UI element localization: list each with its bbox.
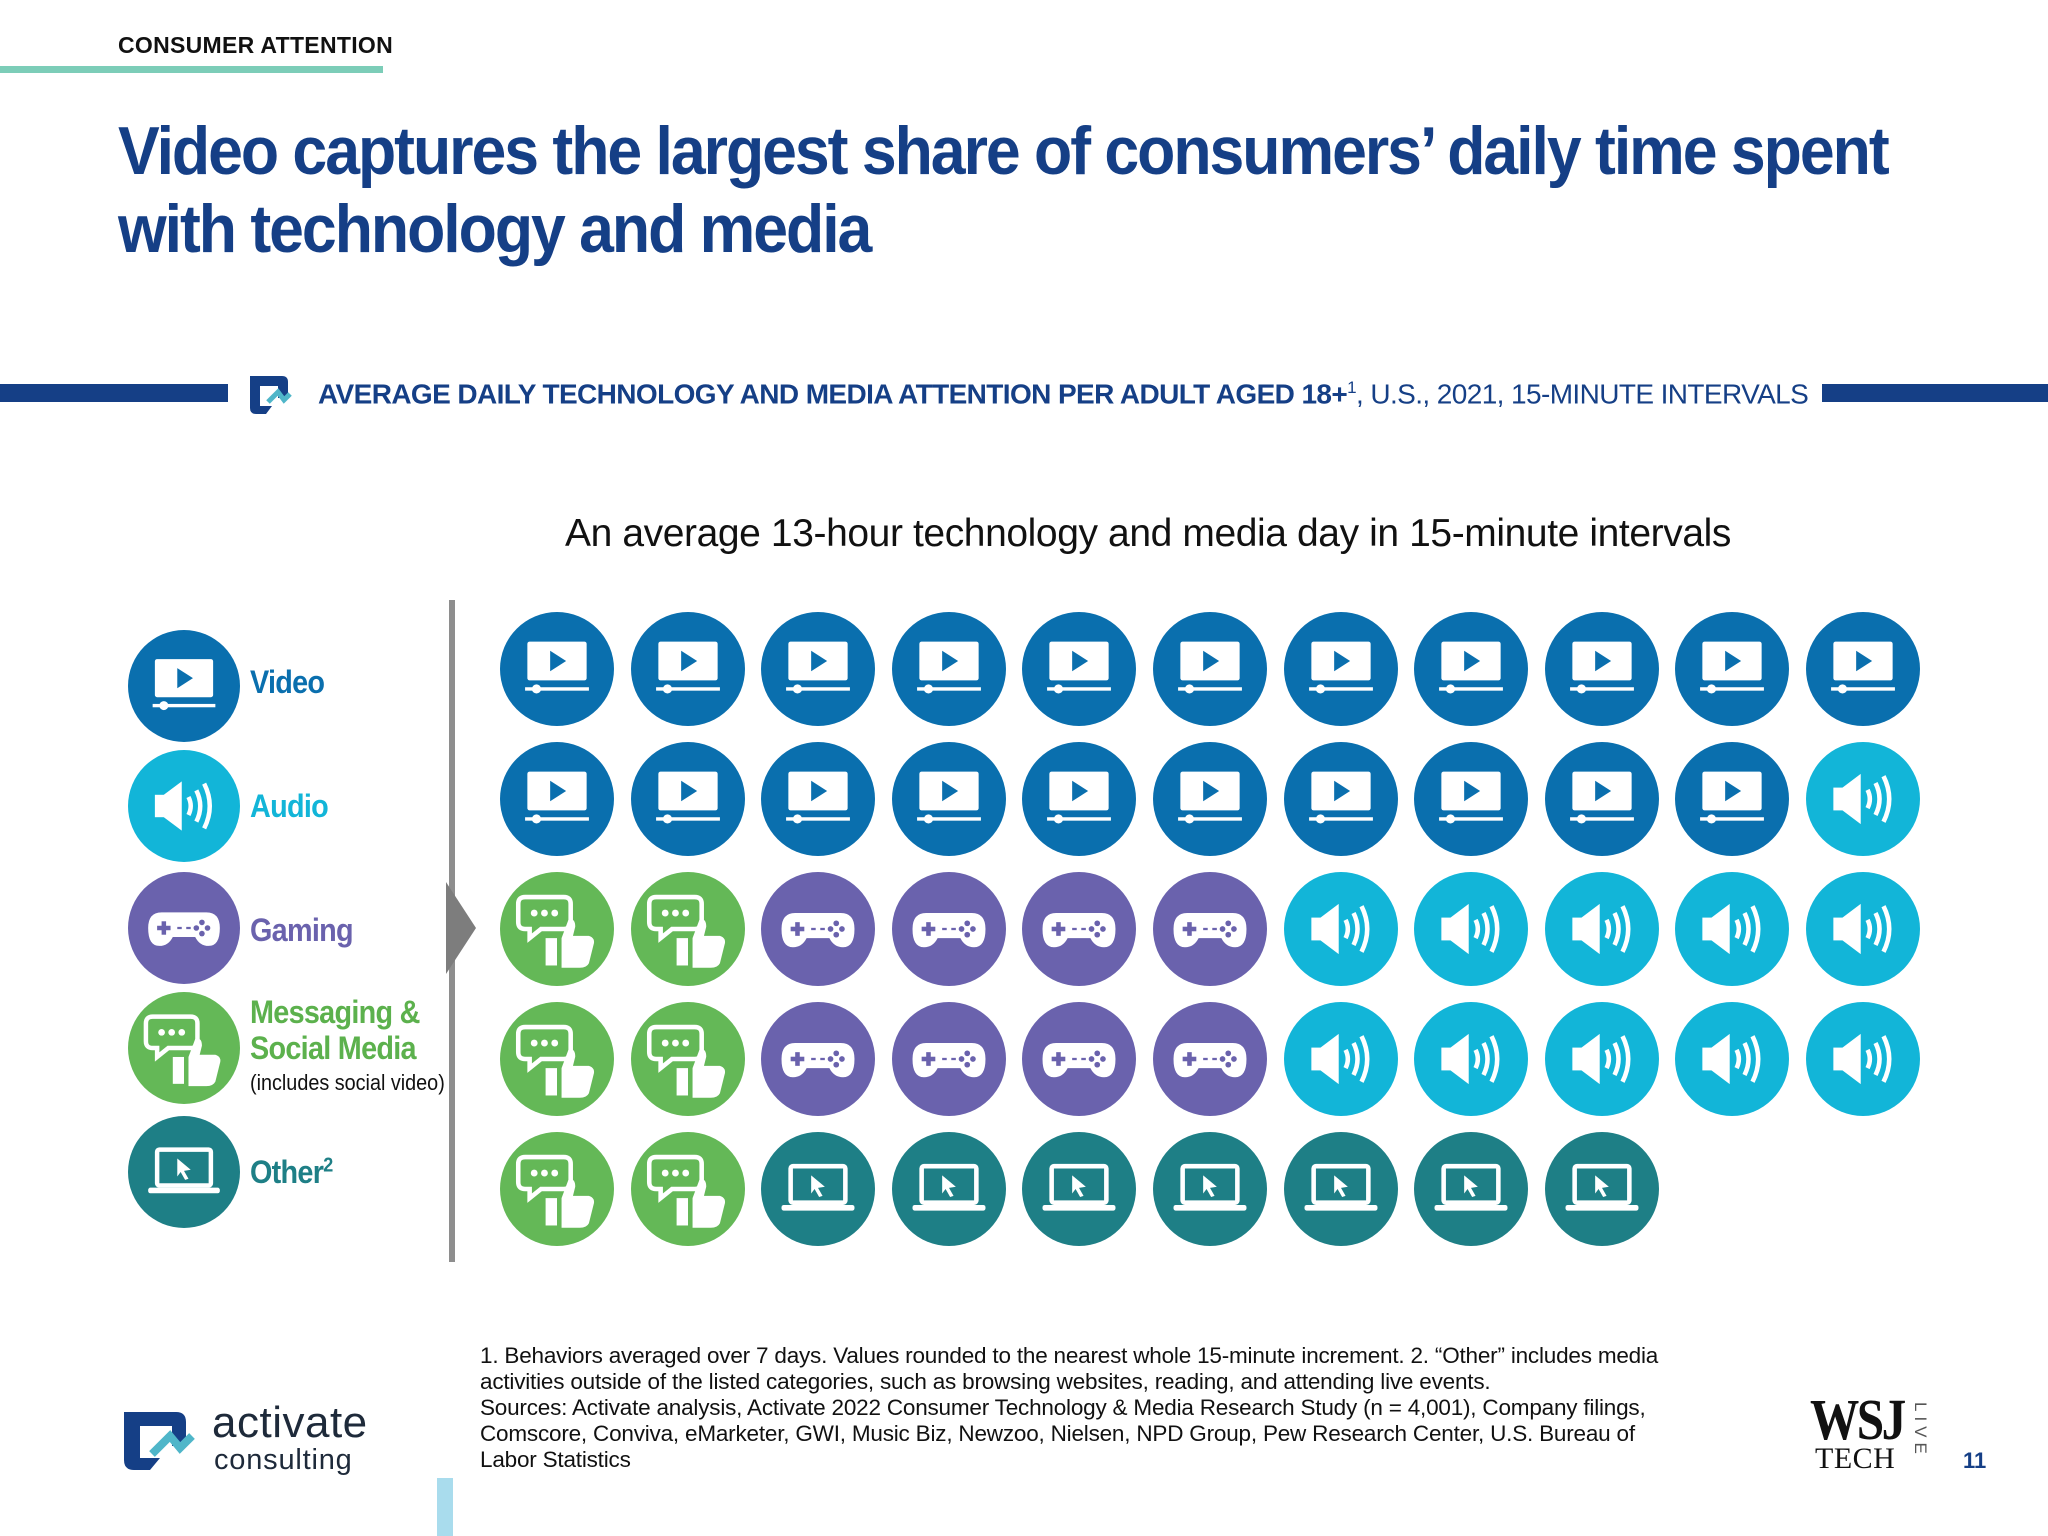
legend-label-social-1: Messaging & <box>250 994 420 1030</box>
interval-dot-audio <box>1675 872 1790 986</box>
bottom-accent-bar <box>437 1478 453 1536</box>
interval-dot-video <box>630 742 745 856</box>
legend-other-circle <box>128 1116 240 1228</box>
legend-label-audio: Audio <box>250 788 329 824</box>
interval-dot-other <box>1153 1132 1267 1246</box>
legend-gaming-circle <box>128 872 240 984</box>
legend-other-footnote-mark: 2 <box>323 1154 333 1177</box>
interval-dot-audio <box>1806 872 1920 986</box>
legend-label-social-2: Social Media <box>250 1030 417 1066</box>
interval-dot-gaming <box>761 872 876 986</box>
interval-dot-audio <box>1675 1002 1790 1116</box>
interval-dot-other <box>1022 1132 1137 1246</box>
interval-dot-gaming <box>1153 1002 1267 1116</box>
legend-label-video: Video <box>250 664 325 700</box>
interval-dot-video <box>1283 612 1398 726</box>
legend-note-social: (includes social video) <box>250 1070 445 1095</box>
interval-dot-social <box>630 1002 745 1116</box>
interval-dot-video <box>1806 612 1920 726</box>
subtitle-rest: , U.S., 2021, 15-MINUTE INTERVALS <box>1356 378 1809 410</box>
interval-dot-audio <box>1544 872 1659 986</box>
interval-dot-video <box>1414 612 1529 726</box>
page-title: Video captures the largest share of cons… <box>118 112 1890 268</box>
section-kicker: CONSUMER ATTENTION <box>118 32 393 58</box>
legend-label-other-text: Other <box>250 1154 324 1190</box>
interval-dot-audio <box>1544 1002 1659 1116</box>
interval-dot-video <box>500 612 614 726</box>
activate-logo-icon <box>124 1412 195 1470</box>
interval-dot-video <box>1022 612 1137 726</box>
wsj-live-label: LIVE <box>1911 1401 1930 1459</box>
interval-dot-social <box>500 1132 614 1246</box>
interval-dot-video <box>1022 742 1137 856</box>
title-line-2: with technology and media <box>118 191 872 267</box>
interval-dot-audio <box>1806 742 1920 856</box>
activate-logo: activate consulting <box>118 1398 418 1482</box>
interval-dot-video <box>761 742 876 856</box>
chart-subtitle: AVERAGE DAILY TECHNOLOGY AND MEDIA ATTEN… <box>318 378 1809 410</box>
interval-dot-video <box>1544 742 1659 856</box>
subtitle-footnote-mark: 1 <box>1347 378 1357 397</box>
chart-title: An average 13-hour technology and media … <box>565 512 1731 555</box>
wsj-tech-label: TECH <box>1815 1442 1896 1475</box>
page-number: 11 <box>1963 1448 1987 1473</box>
brand-sub: consulting <box>214 1444 353 1476</box>
footnote-line-2: activities outside of the listed categor… <box>480 1369 1491 1394</box>
interval-dot-social <box>500 1002 614 1116</box>
interval-dot-gaming <box>891 872 1006 986</box>
footnote-line-4: Comscore, Conviva, eMarketer, GWI, Music… <box>480 1421 1635 1446</box>
interval-dot-other <box>1283 1132 1398 1246</box>
interval-dot-video <box>1153 742 1267 856</box>
legend-label-gaming: Gaming <box>250 912 354 948</box>
footnote-line-1: 1. Behaviors averaged over 7 days. Value… <box>480 1343 1659 1368</box>
interval-dot-video <box>1675 742 1790 856</box>
legend-audio-circle <box>128 750 240 862</box>
interval-dot-audio <box>1414 1002 1529 1116</box>
subtitle-rule-left <box>0 384 228 402</box>
interval-dot-gaming <box>1022 1002 1137 1116</box>
interval-dot-social <box>630 1132 745 1246</box>
interval-dot-audio <box>1283 872 1398 986</box>
interval-dot-gaming <box>1022 872 1137 986</box>
brand-name: activate <box>212 1398 368 1447</box>
wsj-logo: WSJ <box>1810 1387 1906 1452</box>
interval-dot-social <box>630 872 745 986</box>
interval-dot-audio <box>1806 1002 1920 1116</box>
interval-dot-audio <box>1414 872 1529 986</box>
legend-arrow <box>446 882 476 974</box>
subtitle-bold: AVERAGE DAILY TECHNOLOGY AND MEDIA ATTEN… <box>318 378 1348 410</box>
interval-dot-other <box>761 1132 876 1246</box>
interval-dot-gaming <box>1153 872 1267 986</box>
title-line-1: Video captures the largest share of cons… <box>118 113 1890 189</box>
interval-dot-gaming <box>891 1002 1006 1116</box>
legend-label-other: Other2 <box>250 1154 333 1191</box>
legend-social-circle <box>128 992 240 1104</box>
interval-dot-video <box>1153 612 1267 726</box>
kicker-underline <box>0 66 383 73</box>
subtitle-rule-right <box>1822 384 2048 402</box>
interval-grid <box>500 612 1930 1252</box>
interval-dot-video <box>1414 742 1529 856</box>
footnote-line-3: Sources: Activate analysis, Activate 202… <box>480 1395 1646 1420</box>
interval-dot-other <box>1414 1132 1529 1246</box>
activate-mark-icon <box>250 376 292 414</box>
interval-dot-video <box>500 742 614 856</box>
interval-dot-video <box>1544 612 1659 726</box>
interval-dot-video <box>891 612 1006 726</box>
legend-video-circle <box>128 630 240 742</box>
interval-dot-other <box>1544 1132 1659 1246</box>
interval-dot-social <box>500 872 614 986</box>
interval-dot-gaming <box>761 1002 876 1116</box>
interval-dot-video <box>891 742 1006 856</box>
interval-dot-video <box>761 612 876 726</box>
interval-dot-audio <box>1283 1002 1398 1116</box>
interval-dot-other <box>891 1132 1006 1246</box>
footnotes: 1. Behaviors averaged over 7 days. Value… <box>480 1343 1780 1473</box>
interval-dot-video <box>1283 742 1398 856</box>
footnote-line-5: Labor Statistics <box>480 1447 631 1472</box>
interval-dot-video <box>630 612 745 726</box>
interval-dot-video <box>1675 612 1790 726</box>
